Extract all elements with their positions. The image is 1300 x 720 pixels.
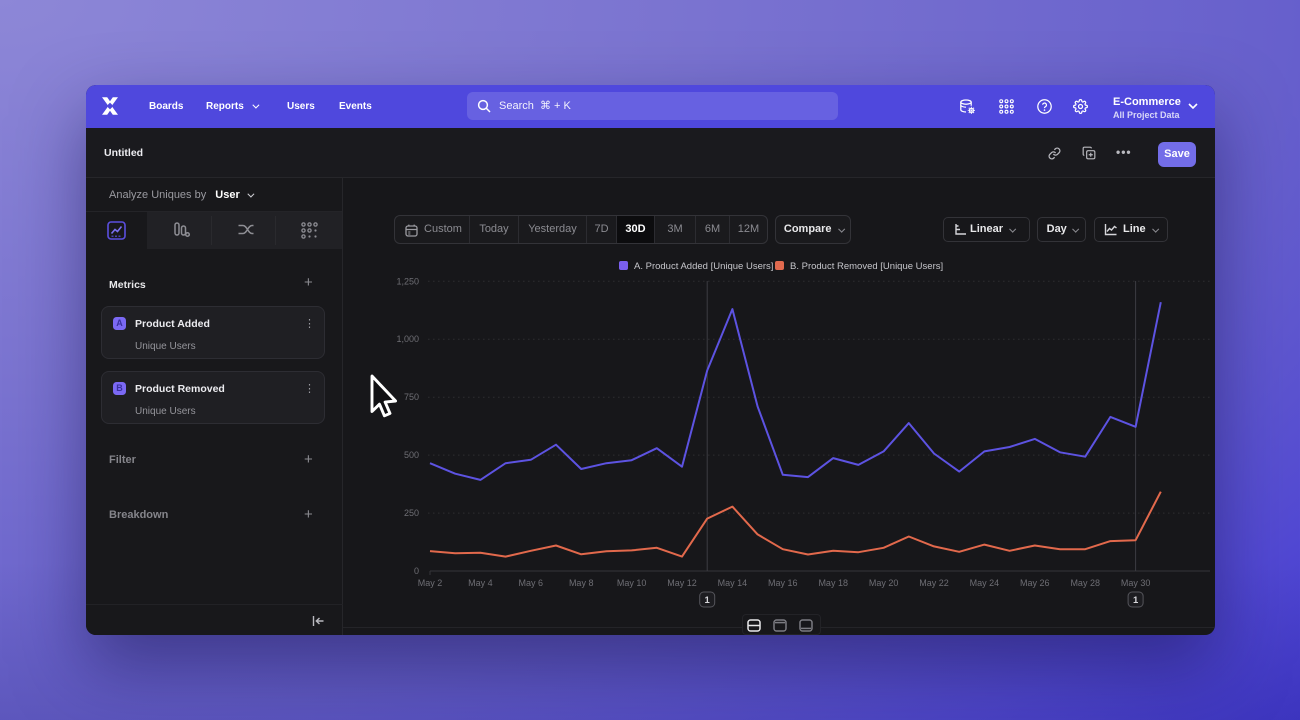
svg-text:500: 500 [404,450,419,460]
svg-text:May 28: May 28 [1070,578,1100,588]
svg-text:1: 1 [705,595,711,606]
svg-text:May 22: May 22 [919,578,949,588]
svg-text:May 20: May 20 [869,578,899,588]
svg-text:May 10: May 10 [617,578,647,588]
svg-text:1,250: 1,250 [396,276,419,286]
svg-text:May 26: May 26 [1020,578,1050,588]
svg-text:1: 1 [1133,595,1139,606]
svg-text:1,000: 1,000 [396,334,419,344]
svg-text:May 6: May 6 [519,578,544,588]
svg-text:250: 250 [404,508,419,518]
svg-text:May 24: May 24 [970,578,1000,588]
svg-text:May 2: May 2 [418,578,443,588]
svg-text:May 18: May 18 [818,578,848,588]
svg-text:May 8: May 8 [569,578,594,588]
svg-text:May 16: May 16 [768,578,798,588]
svg-text:May 14: May 14 [718,578,748,588]
svg-text:May 12: May 12 [667,578,697,588]
svg-text:0: 0 [414,566,419,576]
svg-text:May 30: May 30 [1121,578,1151,588]
svg-text:May 4: May 4 [468,578,493,588]
svg-text:750: 750 [404,392,419,402]
